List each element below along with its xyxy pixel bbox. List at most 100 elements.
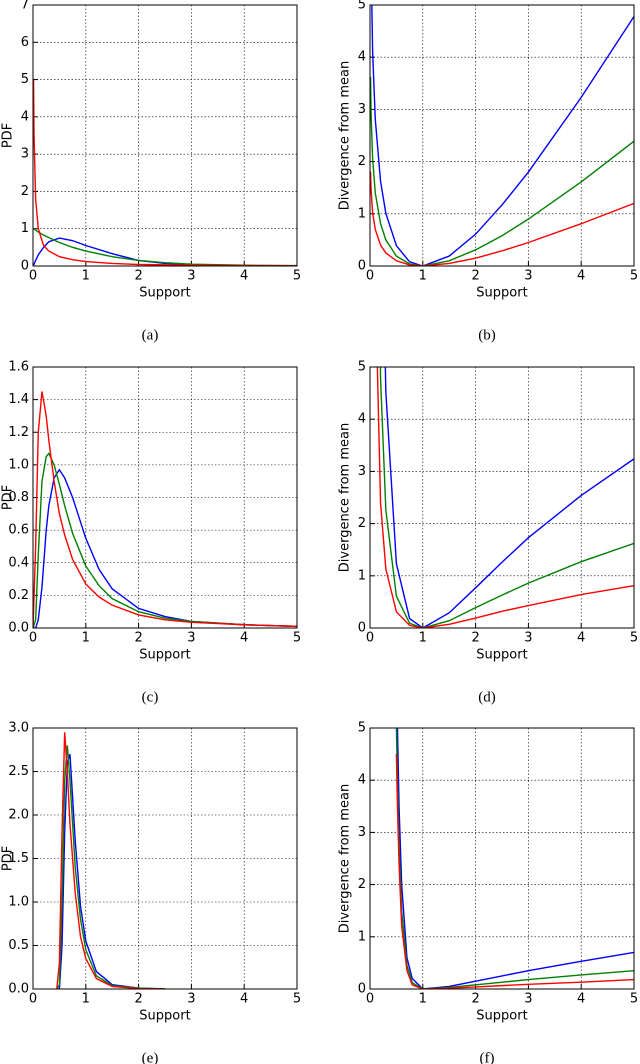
data-line [56, 745, 166, 989]
y-tick-label: 2.5 [8, 764, 29, 779]
data-line [379, 367, 634, 628]
data-line [33, 452, 297, 628]
y-axis-label: PDF [1, 846, 16, 871]
x-axis-label: Support [139, 648, 190, 663]
caption: (c) [142, 689, 159, 705]
axes-frame [369, 727, 635, 990]
data-line [56, 732, 166, 989]
y-tick-label: 1 [358, 929, 366, 944]
y-tick-label: 0 [358, 259, 366, 274]
y-tick-label: 3 [358, 102, 366, 117]
axes-frame [32, 4, 298, 267]
y-tick-label: 0.0 [8, 982, 29, 997]
x-tick-label: 0 [366, 631, 374, 646]
caption: (b) [478, 327, 496, 343]
x-tick-label: 2 [471, 992, 479, 1007]
x-tick-label: 0 [366, 269, 374, 284]
y-tick-label: 0.2 [8, 588, 29, 603]
data-line [33, 391, 297, 628]
x-tick-label: 4 [577, 631, 585, 646]
x-tick-label: 4 [240, 992, 248, 1007]
x-tick-label: 2 [471, 631, 479, 646]
x-tick-label: 2 [134, 992, 142, 1007]
x-tick-label: 4 [240, 631, 248, 646]
x-tick-label: 3 [187, 631, 195, 646]
y-tick-label: 1.5 [8, 851, 29, 866]
y-tick-label: 5 [358, 360, 366, 375]
x-tick-label: 4 [577, 992, 585, 1007]
data-line [371, 5, 634, 266]
data-line [33, 228, 297, 266]
y-tick-label: 1 [358, 568, 366, 583]
x-tick-label: 1 [82, 631, 90, 646]
y-tick-label: 0 [21, 259, 29, 274]
caption: (d) [478, 689, 496, 705]
x-axis-label: Support [476, 286, 527, 301]
y-tick-label: 1 [358, 206, 366, 221]
y-axis-label: Divergence from mean [338, 784, 353, 933]
data-line [384, 367, 634, 628]
x-tick-label: 0 [366, 992, 374, 1007]
x-tick-label: 5 [630, 269, 638, 284]
y-tick-label: 0 [358, 621, 366, 636]
x-tick-label: 5 [630, 992, 638, 1007]
x-tick-label: 3 [187, 992, 195, 1007]
axes-frame [32, 366, 298, 629]
panel: 0 1 2 3 4 5 0.0 0.5 1.0 1.5 2.0 2.5 3.0 Support PDF (e) [1, 721, 302, 1064]
y-tick-label: 0 [358, 982, 366, 997]
data-line [33, 237, 297, 266]
data-line [376, 367, 634, 628]
x-tick-label: 1 [419, 631, 427, 646]
data-line [56, 753, 166, 989]
panel: 0 1 2 3 4 5 0.0 0.2 0.4 0.6 0.8 1.0 1.2 1.4 1.6 Support… [1, 360, 302, 706]
y-axis-label: PDF [1, 485, 16, 510]
y-tick-label: 0.0 [8, 621, 29, 636]
x-tick-label: 1 [82, 992, 90, 1007]
x-tick-label: 5 [293, 631, 301, 646]
x-tick-label: 1 [419, 269, 427, 284]
panel: 0 1 2 3 4 5 0 1 2 3 4 5 Support Divergence from mean (… [338, 360, 639, 706]
y-tick-label: 1.0 [8, 895, 29, 910]
y-tick-label: 2 [358, 516, 366, 531]
x-axis-label: Support [476, 648, 527, 663]
x-tick-label: 4 [240, 269, 248, 284]
x-tick-label: 3 [524, 992, 532, 1007]
data-line [370, 77, 634, 266]
y-tick-label: 2 [358, 877, 366, 892]
y-tick-label: 5 [358, 721, 366, 736]
y-tick-label: 3 [358, 825, 366, 840]
x-tick-label: 2 [471, 269, 479, 284]
y-tick-label: 0.6 [8, 523, 29, 538]
y-tick-label: 2 [358, 154, 366, 169]
y-tick-label: 1.0 [8, 457, 29, 472]
x-axis-label: Support [139, 1009, 190, 1024]
y-axis-label: Divergence from mean [338, 423, 353, 572]
y-tick-label: 7 [21, 0, 29, 13]
x-tick-label: 2 [134, 269, 142, 284]
y-tick-label: 1 [21, 221, 29, 236]
y-tick-label: 5 [21, 72, 29, 87]
y-tick-label: 1.6 [8, 360, 29, 375]
y-tick-label: 1.4 [8, 392, 29, 407]
x-tick-label: 3 [524, 269, 532, 284]
data-line [396, 728, 634, 989]
x-tick-label: 3 [187, 269, 195, 284]
y-axis-label: PDF [1, 123, 16, 148]
data-line [33, 79, 297, 266]
x-tick-label: 3 [524, 631, 532, 646]
x-tick-label: 0 [29, 269, 37, 284]
x-tick-label: 5 [293, 992, 301, 1007]
y-tick-label: 6 [21, 35, 29, 50]
y-tick-label: 3 [21, 147, 29, 162]
y-tick-label: 4 [358, 50, 366, 65]
data-line [33, 468, 297, 628]
y-tick-label: 4 [358, 412, 366, 427]
x-tick-label: 5 [630, 631, 638, 646]
data-line [370, 171, 634, 266]
y-axis-label: Divergence from mean [338, 61, 353, 210]
axes-frame [369, 4, 635, 267]
x-axis-label: Support [476, 1009, 527, 1024]
y-tick-label: 4 [21, 109, 29, 124]
y-tick-label: 0.5 [8, 938, 29, 953]
